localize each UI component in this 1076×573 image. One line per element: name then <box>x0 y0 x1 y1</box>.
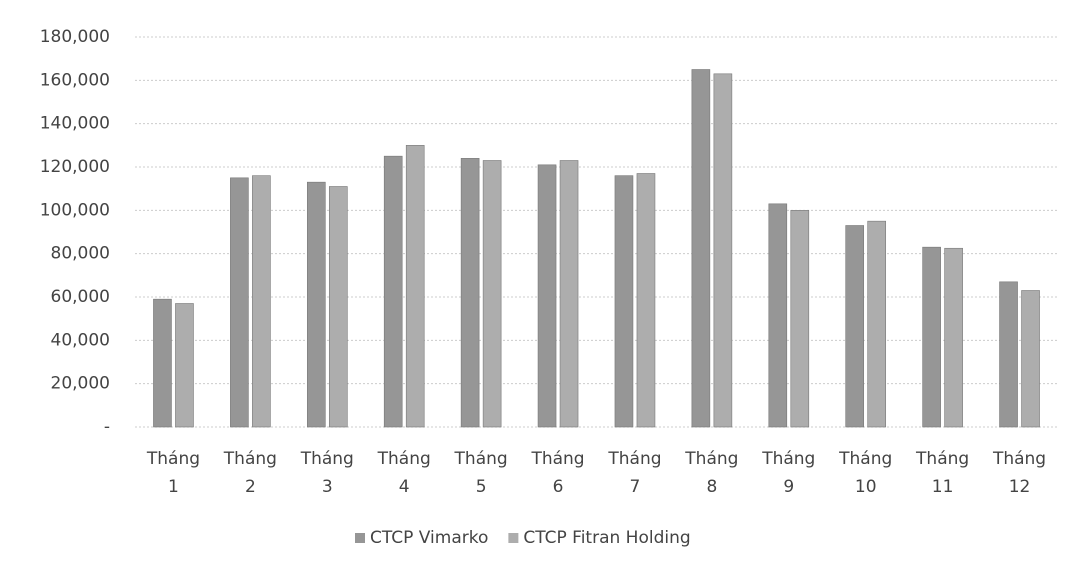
bar <box>614 175 634 428</box>
x-tick-label: Tháng 10 <box>838 449 892 497</box>
bar <box>482 160 502 428</box>
y-tick-label: 20,000 <box>51 374 110 394</box>
x-tick-label: Tháng 7 <box>607 449 661 497</box>
x-tick-label: Tháng 2 <box>223 449 277 497</box>
bar <box>405 145 425 428</box>
bar <box>922 246 941 428</box>
bar <box>252 175 271 428</box>
bar <box>328 186 348 428</box>
x-tick-label: Tháng 1 <box>146 449 200 497</box>
bar <box>230 177 249 428</box>
bar <box>153 298 172 428</box>
x-tick-label: Tháng 9 <box>761 449 815 497</box>
x-tick-label: Tháng 11 <box>915 449 969 497</box>
x-tick-label: Tháng 5 <box>454 449 508 497</box>
y-tick-label: 120,000 <box>40 157 110 177</box>
bar <box>559 160 579 428</box>
y-tick-label: 160,000 <box>40 70 110 90</box>
legend-swatch <box>508 533 519 543</box>
legend-label: CTCP Fitran Holding <box>523 528 690 548</box>
y-tick-label: 40,000 <box>51 330 110 350</box>
bar <box>306 181 326 428</box>
y-tick-label: - <box>104 417 110 437</box>
bar <box>537 164 557 428</box>
bar <box>691 69 711 428</box>
y-tick-label: 140,000 <box>40 114 110 134</box>
bar <box>790 210 810 428</box>
bar <box>944 247 963 428</box>
legend-label: CTCP Vimarko <box>370 528 488 548</box>
x-tick-label: Tháng 3 <box>300 449 354 497</box>
bar <box>999 281 1018 428</box>
bar <box>1021 290 1040 428</box>
y-tick-label: 80,000 <box>51 244 110 264</box>
x-tick-label: Tháng 8 <box>684 449 738 497</box>
y-tick-label: 100,000 <box>40 200 110 220</box>
bar <box>867 220 887 428</box>
x-tick-label: Tháng 12 <box>992 449 1046 497</box>
x-tick-label: Tháng 4 <box>377 449 431 497</box>
y-tick-label: 60,000 <box>51 287 110 307</box>
bar <box>636 173 656 428</box>
bar <box>713 73 733 428</box>
bar <box>845 225 865 428</box>
y-tick-label: 180,000 <box>40 27 110 47</box>
bar <box>175 303 194 428</box>
x-tick-label: Tháng 6 <box>530 449 584 497</box>
bar <box>768 203 788 428</box>
bar <box>383 155 403 428</box>
legend-swatch <box>355 533 365 543</box>
bar <box>460 158 480 428</box>
